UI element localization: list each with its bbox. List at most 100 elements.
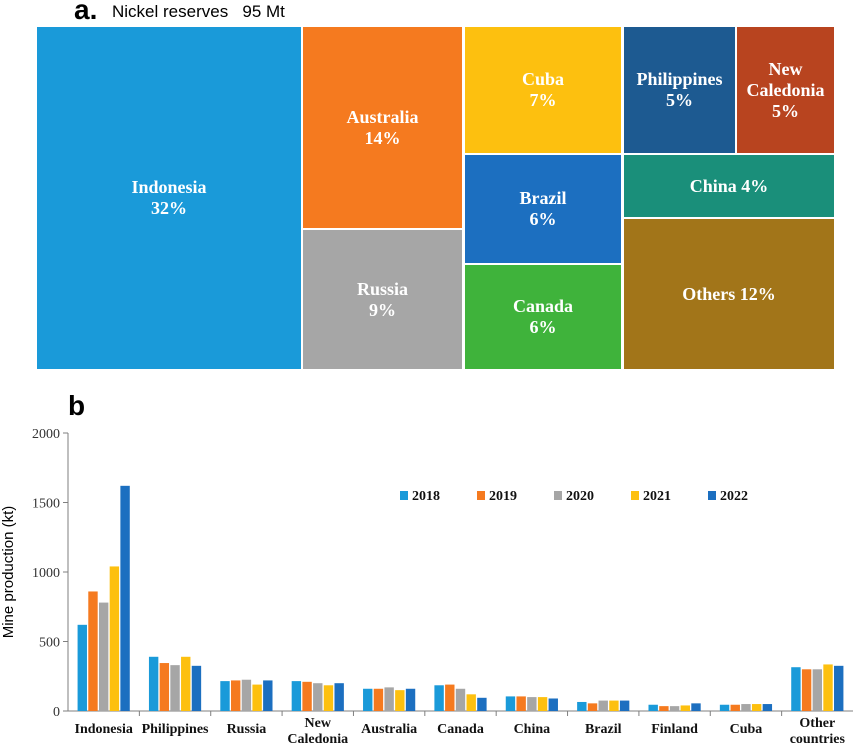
treemap-tile-percent: 14% (364, 127, 401, 148)
x-category-label: China (514, 722, 551, 737)
treemap-tile-philippines: Philippines 5% (624, 27, 735, 153)
bar-2022-new-caledonia (334, 683, 344, 711)
treemap-tile-percent: 12% (739, 283, 776, 304)
bar-chart: 0 500 1000 1500 2000 Mine production (kt) Indo… (0, 427, 853, 745)
treemap-tile-russia: Russia 9% (303, 230, 462, 369)
bar-2022-cuba (762, 704, 773, 711)
bar-2021-china (537, 697, 548, 711)
bar-2018-philippines (148, 656, 159, 711)
treemap-tile-label: China (689, 175, 737, 196)
bar-2022-russia (263, 680, 273, 711)
bar-2022-finland (691, 703, 701, 711)
bar-2019-canada (445, 684, 455, 711)
x-category-label: Australia (361, 722, 417, 737)
bar-2019-other-countries (801, 669, 812, 711)
bar-2018-new-caledonia (291, 681, 302, 711)
x-category-label: Philippines (142, 722, 209, 737)
bar-2022-australia (405, 688, 416, 711)
legend-swatch-2022 (708, 491, 716, 500)
treemap-tile-percent: 6% (529, 317, 557, 337)
x-category-label: Brazil (585, 722, 622, 737)
legend-swatch-2019 (477, 491, 485, 500)
treemap-tile-percent: 5% (772, 100, 799, 121)
y-tick-label: 2000 (32, 427, 60, 442)
bar-2020-cuba (741, 704, 751, 711)
treemap-tile-label: Canada (512, 296, 574, 316)
bar-2022-philippines (191, 665, 202, 711)
bar-2021-indonesia (109, 566, 120, 711)
bar-2021-brazil (609, 700, 619, 711)
x-category-label: Other (799, 716, 835, 731)
bar-2018-australia (363, 688, 373, 711)
treemap-tile-label: Australia (346, 106, 419, 127)
treemap-tile-percent: 32% (150, 198, 187, 218)
treemap-tile-china: China 4% (624, 155, 834, 217)
x-category-label: Canada (437, 722, 484, 737)
bar-2021-russia (252, 684, 262, 711)
bar-2021-canada (466, 694, 476, 711)
treemap-tile-percent: 4% (741, 175, 769, 196)
bar-2020-canada (455, 688, 466, 711)
bar-2020-philippines (170, 665, 180, 711)
bar-2022-other-countries (834, 665, 844, 711)
bar-2021-australia (395, 690, 405, 711)
panel-a-letter: a. (74, 0, 98, 25)
bar-2018-cuba (719, 704, 730, 711)
bar-2018-russia (220, 681, 230, 711)
treemap-tile-label: Cuba (521, 69, 565, 89)
y-axis-label: Mine production (kt) (0, 506, 17, 639)
bar-2018-canada (434, 685, 444, 711)
bar-2022-indonesia (120, 485, 130, 711)
x-category-label: Caledonia (287, 732, 348, 745)
treemap-tile-label: Brazil (519, 188, 567, 208)
bar-2019-philippines (159, 663, 170, 711)
bar-2022-canada (477, 697, 487, 711)
bar-2018-china (505, 696, 516, 711)
treemap-tile-new-caledonia: New Caledonia 5% (737, 27, 834, 153)
treemap-tile-brazil: Brazil 6% (465, 155, 621, 263)
x-category-label: New (305, 716, 332, 731)
bar-2019-russia (231, 680, 241, 711)
y-tick-label: 1000 (32, 566, 60, 581)
bar-2019-cuba (730, 704, 740, 711)
bar-2020-indonesia (98, 602, 109, 711)
treemap-tile-percent: 7% (529, 90, 557, 110)
treemap-title: Nickel reserves 95 Mt (112, 2, 285, 21)
bar-2018-indonesia (77, 624, 87, 711)
legend-swatch-2021 (631, 491, 639, 500)
treemap-tile-cuba: Cuba 7% (465, 27, 621, 153)
legend-swatch-2018 (400, 491, 408, 500)
bar-2018-brazil (577, 701, 587, 711)
treemap-tile-label: Russia (356, 278, 409, 299)
bar-2019-brazil (587, 703, 598, 711)
bar-2020-other-countries (812, 669, 823, 711)
treemap-tile-indonesia: Indonesia 32% (37, 27, 301, 369)
bar-2021-philippines (181, 656, 191, 711)
treemap-tile-label: Others (682, 283, 736, 304)
bar-2020-australia (384, 687, 394, 711)
treemap-tile-others: Others 12% (624, 219, 834, 369)
y-tick-label: 500 (39, 636, 60, 651)
legend-label-2022: 2022 (720, 489, 748, 504)
y-tick-label: 0 (53, 705, 60, 720)
bar-2022-brazil (619, 700, 630, 711)
bar-2021-other-countries (823, 664, 833, 711)
bar-2018-finland (648, 704, 658, 711)
treemap-tile-percent: 5% (665, 90, 693, 110)
panel-b-letter: b (68, 390, 86, 421)
treemap-tile-australia: Australia 14% (303, 27, 462, 228)
bar-2021-cuba (751, 704, 762, 711)
bar-2020-china (527, 697, 537, 711)
bar-2020-russia (241, 679, 252, 711)
bar-2019-indonesia (88, 591, 98, 711)
bar-2019-finland (659, 706, 669, 711)
treemap-tile-label: Philippines (636, 69, 723, 89)
treemap: Indonesia 32% Australia 14% Russia 9% Cuba 7% Br… (0, 0, 858, 372)
bar-2020-new-caledonia (313, 683, 323, 711)
treemap-tile-percent: 6% (529, 209, 557, 229)
bar-2019-new-caledonia (302, 681, 312, 711)
legend-label-2021: 2021 (643, 489, 671, 504)
treemap-tile-label: New Caledonia (746, 58, 825, 100)
y-tick-label: 1500 (32, 497, 60, 512)
bar-2020-brazil (598, 700, 608, 711)
